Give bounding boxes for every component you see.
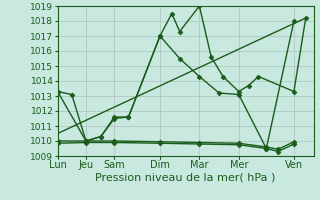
X-axis label: Pression niveau de la mer( hPa ): Pression niveau de la mer( hPa )	[95, 173, 276, 183]
